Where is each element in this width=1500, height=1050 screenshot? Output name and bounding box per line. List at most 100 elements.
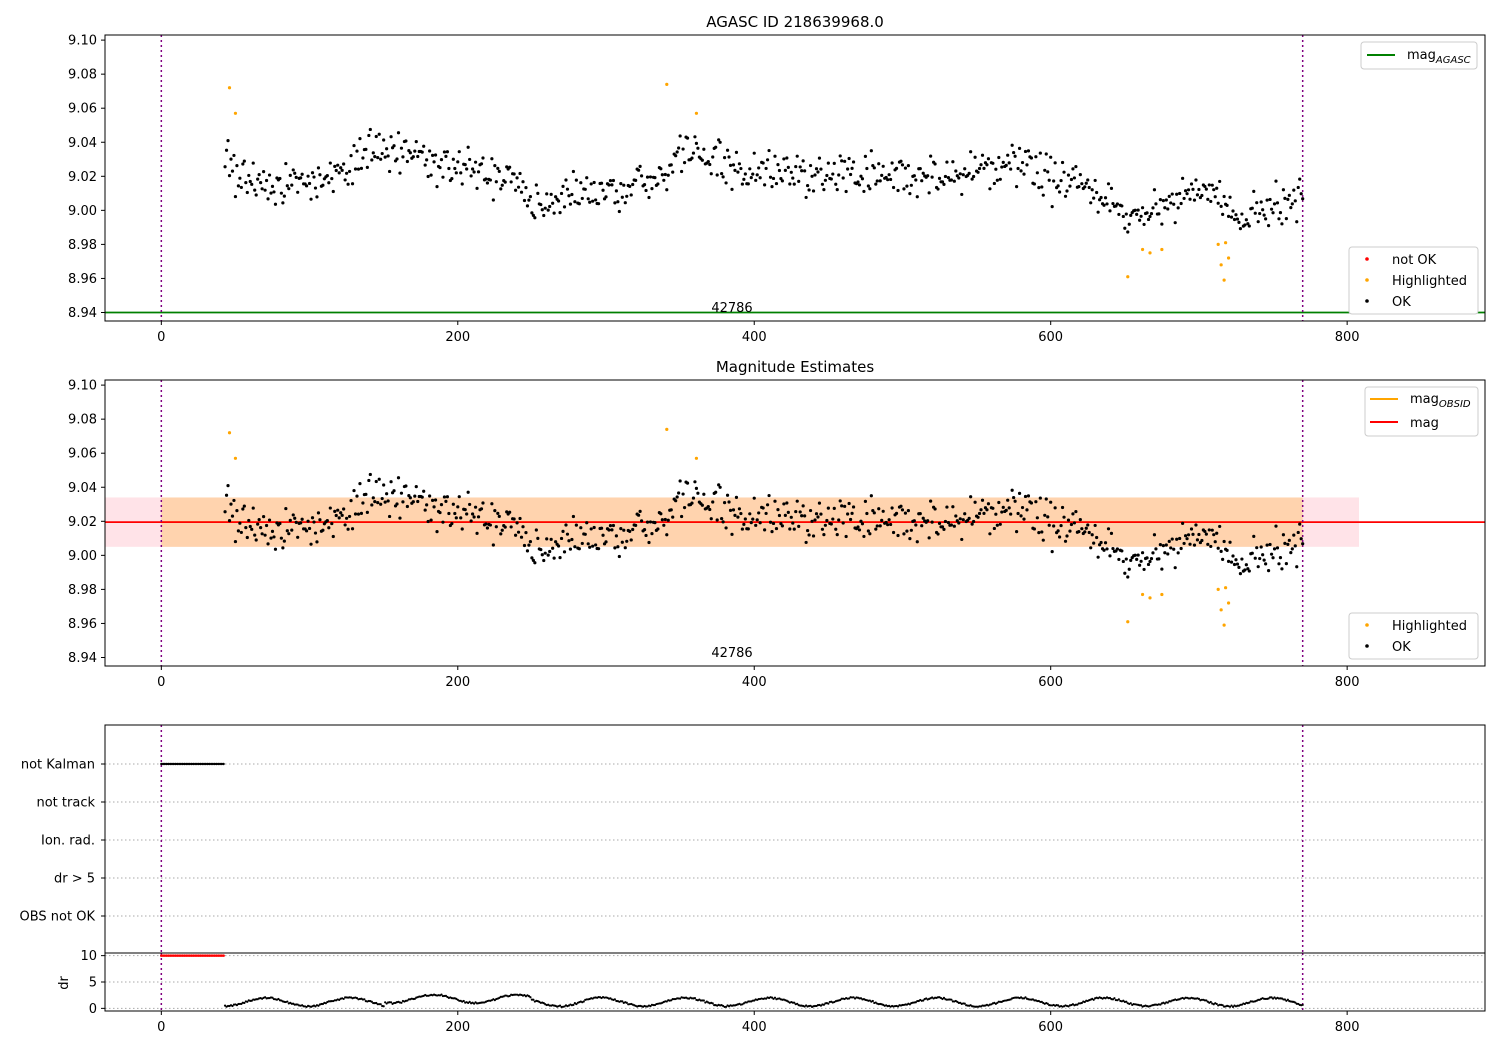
dr-point	[271, 996, 274, 999]
ok-point	[958, 172, 962, 176]
ok-point	[561, 529, 565, 533]
ok-point	[328, 161, 332, 165]
dr-point	[1163, 1002, 1166, 1005]
ok-point	[1047, 178, 1051, 182]
ok-point	[342, 507, 346, 511]
ok-point	[634, 523, 638, 527]
ok-point	[837, 518, 841, 522]
dr-point	[773, 996, 777, 999]
ok-point	[783, 513, 787, 517]
ok-point	[594, 543, 598, 547]
ok-point	[1062, 515, 1066, 519]
ok-point	[881, 509, 885, 513]
dr-over-5-point	[209, 954, 213, 957]
ok-point	[693, 135, 697, 139]
ok-point	[457, 495, 461, 499]
ok-point	[262, 170, 266, 174]
ok-point	[413, 494, 417, 498]
ok-point	[874, 527, 878, 531]
ok-point	[1178, 536, 1182, 541]
ok-point	[278, 176, 282, 181]
ok-point	[1049, 155, 1053, 159]
ok-point	[306, 519, 310, 523]
ok-point	[1093, 523, 1097, 528]
ok-point	[780, 179, 785, 183]
ok-point	[300, 172, 304, 176]
ok-point	[1172, 547, 1176, 551]
legend-ok-marker	[1365, 299, 1369, 303]
ok-point	[900, 508, 905, 512]
ok-point	[251, 161, 255, 165]
dr-point	[1221, 1004, 1224, 1007]
ok-point	[551, 201, 555, 205]
ok-point	[1089, 546, 1093, 550]
ok-point	[589, 527, 593, 531]
ok-point	[706, 504, 710, 509]
ok-point	[527, 198, 531, 202]
ok-point	[850, 166, 854, 170]
ok-point	[253, 188, 257, 192]
ok-point	[1093, 178, 1097, 183]
flag-label: Ion. rad.	[41, 834, 95, 849]
ok-point	[497, 169, 501, 173]
dr-point	[693, 997, 697, 1000]
ok-point	[299, 176, 303, 180]
highlighted-point	[1160, 592, 1164, 597]
legend-not-ok-label: not OK	[1392, 253, 1437, 268]
dr-point	[1231, 1005, 1235, 1008]
ok-point	[401, 500, 405, 504]
ok-point	[1197, 187, 1201, 192]
ok-point	[1121, 214, 1125, 219]
ok-point	[1166, 552, 1170, 556]
ok-point	[865, 166, 869, 171]
ok-point	[1222, 539, 1226, 544]
ok-point	[851, 505, 856, 509]
legend-agasc-subscript: AGASC	[1435, 55, 1471, 66]
dr-point	[922, 999, 925, 1002]
y-tick-label: 9.02	[68, 515, 97, 530]
ok-point	[992, 526, 996, 531]
ok-point	[656, 182, 660, 186]
ok-point	[992, 181, 996, 186]
legend-highlighted-label: Highlighted	[1392, 274, 1467, 289]
ok-point	[711, 500, 715, 504]
dr-point	[625, 1001, 628, 1004]
ok-point	[985, 163, 989, 167]
ok-point	[969, 150, 973, 154]
ok-point	[929, 499, 933, 503]
ok-point	[1209, 544, 1213, 549]
ok-point	[1106, 527, 1111, 531]
ok-point	[900, 163, 905, 167]
dr-point	[1205, 999, 1208, 1002]
ok-point	[715, 173, 719, 177]
panel-1-frame	[104, 34, 1486, 322]
ok-point	[1253, 211, 1257, 215]
ok-point	[682, 161, 687, 165]
ok-point	[728, 163, 733, 168]
ok-point	[662, 178, 666, 182]
ok-point	[952, 524, 956, 528]
ok-point	[564, 178, 568, 182]
dr-point	[1215, 1002, 1218, 1006]
ok-point	[604, 540, 608, 544]
ok-point	[835, 532, 839, 537]
ok-point	[564, 523, 568, 527]
ok-point	[490, 502, 494, 506]
ok-point	[387, 514, 392, 519]
ok-point	[352, 143, 356, 148]
ok-point	[834, 527, 838, 531]
ok-point	[559, 536, 564, 541]
ok-point	[359, 166, 364, 170]
ok-point	[805, 528, 810, 533]
legend-agasc-label: mag	[1407, 48, 1436, 63]
ok-point	[398, 171, 402, 175]
ok-point	[1160, 222, 1164, 226]
dr-point	[1301, 1003, 1304, 1006]
ok-point	[616, 200, 620, 204]
ok-point	[540, 553, 544, 557]
ok-point	[1120, 549, 1124, 553]
ok-point	[691, 151, 696, 155]
ok-point	[887, 173, 891, 177]
not-kalman-point	[185, 762, 188, 766]
